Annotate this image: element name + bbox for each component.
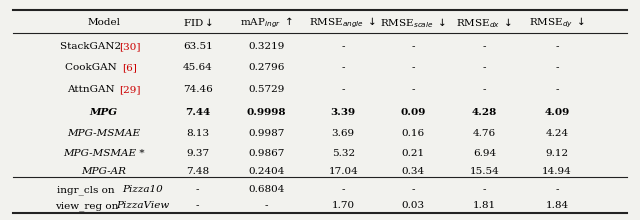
Text: 0.9987: 0.9987 [248, 129, 285, 138]
Text: 9.37: 9.37 [186, 149, 209, 158]
Text: -: - [483, 42, 486, 51]
Text: -: - [265, 202, 268, 211]
Text: -: - [411, 42, 415, 51]
Text: 3.69: 3.69 [332, 129, 355, 138]
Text: MPG-MSMAE: MPG-MSMAE [67, 129, 140, 138]
Text: 6.94: 6.94 [473, 149, 496, 158]
Text: -: - [411, 85, 415, 94]
Text: 1.70: 1.70 [332, 202, 355, 211]
Text: 7.48: 7.48 [186, 167, 209, 176]
Text: ingr_cls on: ingr_cls on [58, 185, 118, 195]
Text: RMSE$_{\mathit{scale}}$ $\downarrow$: RMSE$_{\mathit{scale}}$ $\downarrow$ [380, 16, 446, 29]
Text: MPG-MSMAE *: MPG-MSMAE * [63, 149, 145, 158]
Text: 1.81: 1.81 [473, 202, 496, 211]
Text: -: - [411, 185, 415, 194]
Text: RMSE$_{\mathit{dx}}$ $\downarrow$: RMSE$_{\mathit{dx}}$ $\downarrow$ [456, 16, 513, 29]
Text: MPG-AR: MPG-AR [81, 167, 126, 176]
Text: 0.03: 0.03 [401, 202, 424, 211]
Text: -: - [556, 185, 559, 194]
Text: 3.39: 3.39 [331, 108, 356, 117]
Text: 8.13: 8.13 [186, 129, 209, 138]
Text: -: - [483, 185, 486, 194]
Text: -: - [411, 63, 415, 72]
Text: MPG: MPG [90, 108, 118, 117]
Text: 17.04: 17.04 [328, 167, 358, 176]
Text: 0.16: 0.16 [401, 129, 424, 138]
Text: 74.46: 74.46 [183, 85, 212, 94]
Text: view_reg on: view_reg on [54, 201, 121, 211]
Text: 5.32: 5.32 [332, 149, 355, 158]
Text: -: - [556, 85, 559, 94]
Text: 1.84: 1.84 [545, 202, 569, 211]
Text: -: - [556, 42, 559, 51]
Text: 7.44: 7.44 [185, 108, 211, 117]
Text: 0.6804: 0.6804 [248, 185, 285, 194]
Text: 0.21: 0.21 [401, 149, 424, 158]
Text: 4.76: 4.76 [473, 129, 496, 138]
Text: AttnGAN: AttnGAN [67, 85, 118, 94]
Text: 4.24: 4.24 [545, 129, 569, 138]
Text: PizzaView: PizzaView [116, 202, 169, 211]
Text: 63.51: 63.51 [183, 42, 212, 51]
Text: -: - [196, 185, 200, 194]
Text: 0.9867: 0.9867 [248, 149, 285, 158]
Text: 0.9998: 0.9998 [247, 108, 287, 117]
Text: mAP$_{\mathit{ingr}}$ $\uparrow$: mAP$_{\mathit{ingr}}$ $\uparrow$ [240, 15, 293, 30]
Text: -: - [556, 63, 559, 72]
Text: -: - [342, 185, 345, 194]
Text: [29]: [29] [119, 85, 141, 94]
Text: 14.94: 14.94 [542, 167, 572, 176]
Text: -: - [483, 63, 486, 72]
Text: StackGAN2: StackGAN2 [60, 42, 125, 51]
Text: -: - [342, 85, 345, 94]
Text: Pizza10: Pizza10 [122, 185, 163, 194]
Text: FID$\downarrow$: FID$\downarrow$ [182, 17, 212, 28]
Text: 0.09: 0.09 [400, 108, 426, 117]
Text: 9.12: 9.12 [545, 149, 569, 158]
Text: 0.5729: 0.5729 [248, 85, 285, 94]
Text: CookGAN: CookGAN [65, 63, 120, 72]
Text: RMSE$_{\mathit{dy}}$ $\downarrow$: RMSE$_{\mathit{dy}}$ $\downarrow$ [529, 15, 585, 30]
Text: [6]: [6] [122, 63, 138, 72]
Text: -: - [342, 63, 345, 72]
Text: -: - [196, 202, 200, 211]
Text: 0.34: 0.34 [401, 167, 424, 176]
Text: [30]: [30] [119, 42, 141, 51]
Text: RMSE$_{\mathit{angle}}$ $\downarrow$: RMSE$_{\mathit{angle}}$ $\downarrow$ [310, 15, 377, 30]
Text: 0.2404: 0.2404 [248, 167, 285, 176]
Text: 0.2796: 0.2796 [248, 63, 285, 72]
Text: 45.64: 45.64 [183, 63, 212, 72]
Text: -: - [483, 85, 486, 94]
Text: -: - [342, 42, 345, 51]
Text: 0.3219: 0.3219 [248, 42, 285, 51]
Text: 15.54: 15.54 [470, 167, 499, 176]
Text: 4.28: 4.28 [472, 108, 497, 117]
Text: 4.09: 4.09 [545, 108, 570, 117]
Text: Model: Model [87, 18, 120, 27]
